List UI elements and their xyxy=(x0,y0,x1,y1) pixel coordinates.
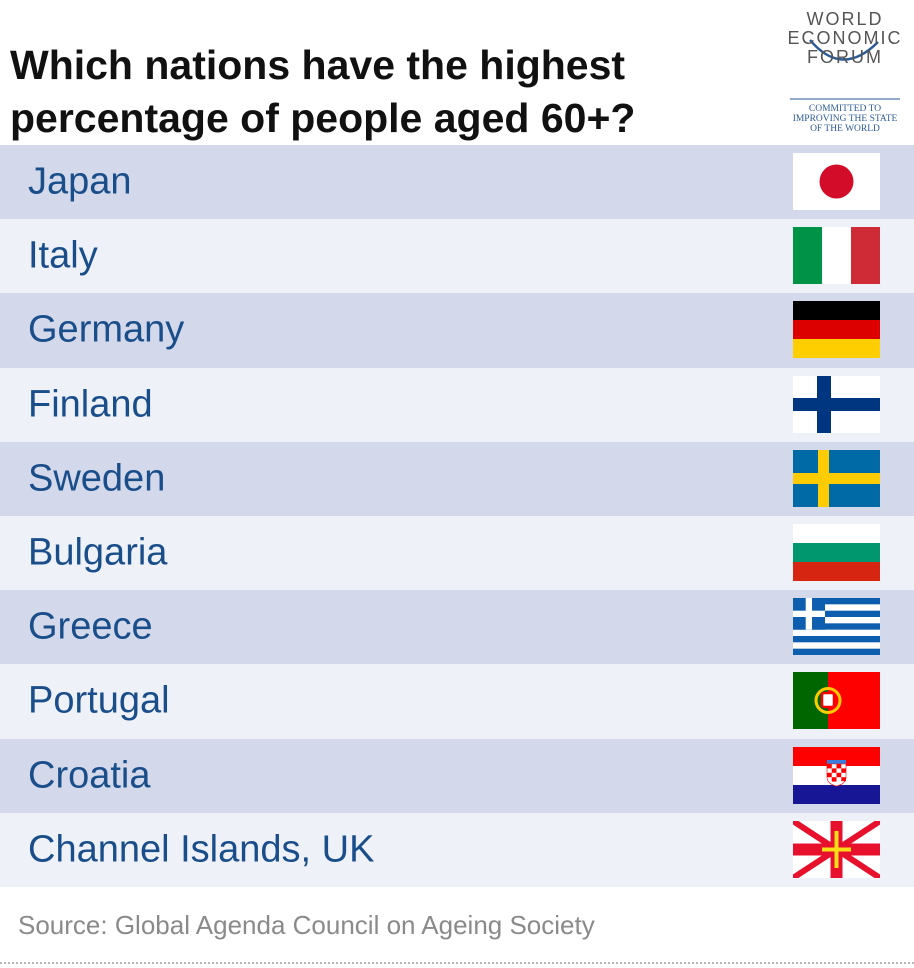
flag-shape xyxy=(828,672,880,730)
country: Sweden xyxy=(28,457,166,500)
flag xyxy=(793,449,880,507)
country-list: Japan Italy Germany Finland Sweden Bulga… xyxy=(0,145,914,887)
row: Greece xyxy=(0,590,914,665)
country: Portugal xyxy=(28,679,170,722)
country: Finland xyxy=(28,383,153,426)
flag-shape xyxy=(819,164,854,199)
flag-shape xyxy=(793,623,880,630)
row: Bulgaria xyxy=(0,515,914,591)
dotted-rule xyxy=(0,962,914,964)
logo-word: FORUM xyxy=(807,47,883,67)
flag-shape xyxy=(793,746,880,766)
flag-shape xyxy=(793,636,880,643)
country: Bulgaria xyxy=(28,531,168,574)
country: Channel Islands, UK xyxy=(28,828,375,871)
flag-shape xyxy=(827,759,846,764)
flag-shape xyxy=(831,767,837,773)
flag-shape xyxy=(793,561,880,581)
flag xyxy=(793,820,880,878)
flag-shape xyxy=(822,227,851,285)
flag xyxy=(793,153,880,210)
flag-shape xyxy=(793,320,880,340)
flag-shape xyxy=(822,847,851,852)
row: Germany xyxy=(0,293,914,368)
flag-shape xyxy=(831,776,837,782)
flag-shape xyxy=(793,542,880,562)
country: Italy xyxy=(28,234,98,277)
flag xyxy=(793,672,880,730)
flag-shape xyxy=(836,772,842,777)
row: Channel Islands, UK xyxy=(0,812,914,887)
row: Portugal xyxy=(0,664,914,739)
row: Italy xyxy=(0,219,914,294)
flag-shape xyxy=(827,763,832,768)
flag-shape xyxy=(851,227,880,285)
flag-shape xyxy=(814,687,842,715)
country: Japan xyxy=(28,160,132,203)
flag-shape xyxy=(793,339,880,359)
row: Sweden xyxy=(0,441,914,516)
flag xyxy=(793,227,880,285)
logo-word: WORLD xyxy=(806,9,884,29)
title-line: percentage of people aged 60+? xyxy=(10,95,636,141)
flag-shape xyxy=(820,692,836,709)
flag-shape xyxy=(793,784,880,804)
logo-swoosh xyxy=(809,39,879,61)
row: Finland xyxy=(0,367,914,442)
flag xyxy=(793,301,880,359)
logo-tagline: OF THE WORLD xyxy=(810,124,880,134)
flag xyxy=(793,375,880,433)
logo-tagline: IMPROVING THE STATE xyxy=(792,114,898,124)
flag-shape xyxy=(793,301,880,321)
flag-shape xyxy=(793,598,880,605)
logo-arc xyxy=(790,39,900,100)
flag xyxy=(793,598,880,656)
country: Germany xyxy=(28,308,185,351)
flag-shape xyxy=(827,772,832,777)
source-note: Source: Global Agenda Council on Ageing … xyxy=(18,910,595,940)
logo-tagline: COMMITTED TO xyxy=(808,104,882,114)
flag-shape xyxy=(793,610,825,618)
flag-shape xyxy=(793,523,880,543)
flag-shape xyxy=(841,767,846,773)
country: Croatia xyxy=(28,754,151,797)
flag xyxy=(793,746,880,804)
flag xyxy=(793,523,880,581)
logo-word: ECONOMIC xyxy=(787,28,903,48)
country: Greece xyxy=(28,605,153,648)
flag-shape xyxy=(793,472,880,484)
flag-shape xyxy=(836,763,842,768)
flag-shape xyxy=(793,227,822,285)
header: Which nations have the highest percentag… xyxy=(0,0,914,145)
flag-shape xyxy=(793,610,880,618)
flag-shape xyxy=(793,397,880,411)
row: Japan xyxy=(0,145,914,220)
flag-shape xyxy=(793,648,880,656)
flag-shape xyxy=(841,776,846,781)
row: Croatia xyxy=(0,738,914,813)
title-line: Which nations have the highest xyxy=(10,42,626,88)
